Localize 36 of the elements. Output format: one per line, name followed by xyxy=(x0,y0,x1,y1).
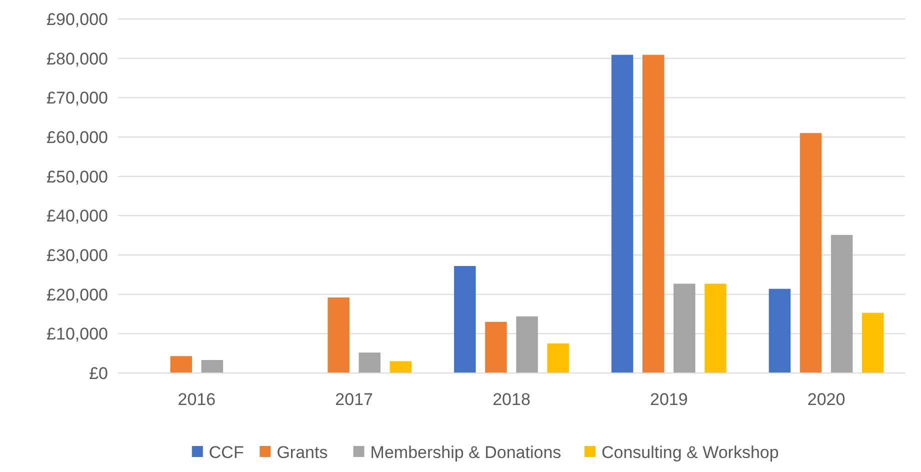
bar xyxy=(642,54,664,373)
x-tick-label: 2019 xyxy=(650,390,688,409)
x-tick-label: 2016 xyxy=(178,390,216,409)
y-tick-label: £0 xyxy=(89,364,108,383)
bar xyxy=(611,54,634,373)
bar xyxy=(830,234,853,373)
y-tick-label: £90,000 xyxy=(46,10,108,29)
x-tick-label: 2018 xyxy=(492,390,530,409)
bar xyxy=(390,361,412,373)
bar xyxy=(516,316,538,373)
legend-label: Consulting & Workshop xyxy=(602,443,779,462)
y-tick-label: £10,000 xyxy=(46,324,108,344)
bar xyxy=(358,352,380,373)
y-tick-label: £80,000 xyxy=(46,49,108,68)
bar xyxy=(201,360,224,373)
bar xyxy=(674,284,696,373)
bar xyxy=(170,356,192,373)
y-tick-label: £20,000 xyxy=(46,285,108,304)
y-tick-label: £40,000 xyxy=(46,206,108,226)
x-tick-label: 2020 xyxy=(807,390,846,409)
y-tick-label: £60,000 xyxy=(46,128,108,147)
y-tick-label: £50,000 xyxy=(46,167,108,186)
legend-label: CCF xyxy=(208,443,244,462)
legend-label: Membership & Donations xyxy=(370,443,562,462)
bar xyxy=(768,288,791,373)
y-tick-label: £70,000 xyxy=(46,88,108,108)
bar xyxy=(547,344,569,373)
bar xyxy=(328,297,350,373)
y-tick-label: £30,000 xyxy=(46,246,108,265)
bar xyxy=(485,322,507,373)
legend-label: Grants xyxy=(276,443,328,462)
bar xyxy=(800,133,822,373)
x-tick-label: 2017 xyxy=(335,390,374,409)
bar xyxy=(454,266,476,373)
bar xyxy=(862,312,884,373)
bar xyxy=(704,284,726,373)
